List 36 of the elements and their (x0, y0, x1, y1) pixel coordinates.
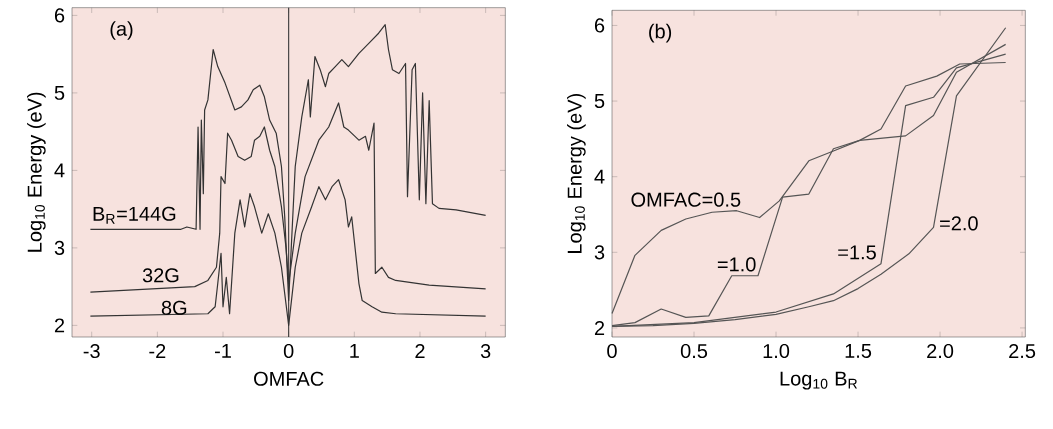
y-tick-label: 6 (594, 18, 605, 33)
y-tick-label: 6 (54, 8, 65, 23)
y-tick-label: 5 (54, 85, 65, 100)
y-tick-label: 2 (54, 318, 65, 333)
y-axis-title: Log$_{10}$ Energy (eV) (567, 94, 586, 253)
x-tick-label: 2.5 (1009, 343, 1036, 359)
x-tick-label: -3 (83, 343, 100, 359)
x-tick-label: 1 (350, 343, 359, 358)
x-tick-label: 0.5 (680, 343, 708, 359)
x-tick-label: 3 (480, 343, 491, 359)
text: (b) (649, 23, 672, 43)
y-tick-label: 4 (594, 169, 605, 184)
x-axis-title: Log$_{10}$ B$_{R}$ (780, 371, 857, 390)
x-axis-title: OMFAC (254, 371, 324, 386)
series-label: B$_{R}$=144G (93, 206, 176, 224)
x-tick-label: 0 (607, 343, 617, 359)
x-tick-label: 1.5 (845, 343, 872, 358)
x-tick-label: 1.0 (763, 343, 790, 359)
x-tick-label: 0 (283, 343, 294, 359)
series-label: =2.0 (940, 216, 978, 231)
y-axis-title: Log$_{10}$ Energy (eV) (27, 92, 46, 252)
y-tick-label: 3 (594, 245, 605, 260)
x-tick-label: 2.0 (927, 343, 954, 359)
series-label: 32G (142, 268, 179, 283)
y-tick-label: 5 (594, 94, 605, 109)
series-label: OMFAC=0.5 (631, 192, 741, 207)
x-tick-label: -2 (149, 343, 166, 358)
series-label: 8G (161, 300, 187, 315)
x-tick-label: 2 (415, 343, 425, 358)
x-tick-label: -1 (215, 343, 231, 358)
y-tick-label: 2 (594, 320, 605, 335)
series-label: =1.0 (717, 257, 756, 272)
text: (a) (110, 21, 133, 40)
y-tick-label: 4 (54, 163, 65, 178)
series-label: =1.5 (838, 245, 876, 260)
y-tick-label: 3 (54, 240, 65, 255)
